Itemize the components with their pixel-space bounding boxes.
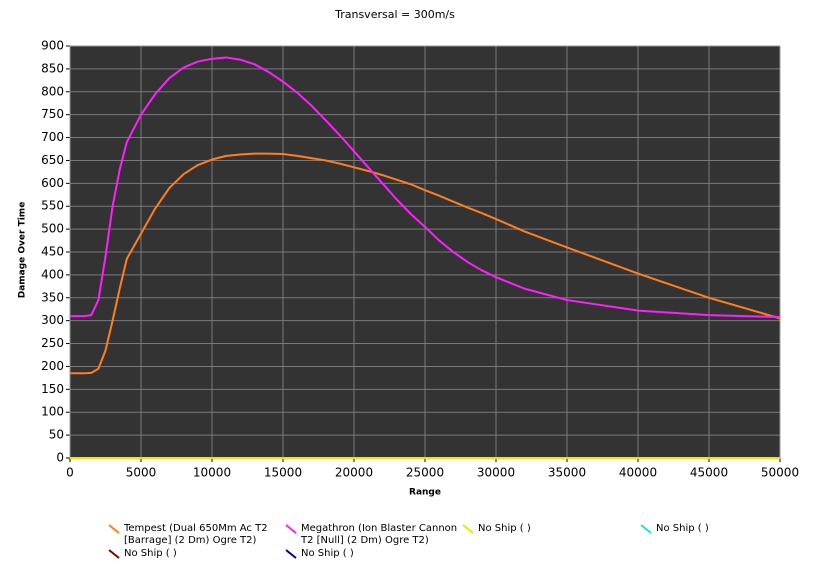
legend-swatch [640,524,652,534]
chart: Transversal = 300m/s Range Damage Over T… [18,8,800,498]
y-tick-label: 900 [41,39,64,53]
legend-icon [285,524,297,534]
series-line [70,56,781,319]
y-tick-label: 450 [41,245,64,259]
y-tick-label: 850 [41,61,64,75]
x-tick-label: 35000 [548,466,586,480]
x-tick-label: 30000 [477,466,515,480]
x-tick-label: 10000 [193,466,231,480]
legend-icon [108,524,120,534]
x-tick-label: 15000 [264,466,302,480]
x-tick-label: 20000 [335,466,373,480]
legend-label: No Ship ( ) [124,548,177,559]
x-tick-label: 25000 [406,466,444,480]
y-tick-label: 600 [41,176,64,190]
x-tick-label: 50000 [761,466,799,480]
legend-label: No Ship ( ) [656,523,709,534]
legend-swatch [108,549,120,559]
y-tick-label: 750 [41,107,64,121]
legend-icon [108,549,120,559]
y-tick-label: 200 [41,359,64,373]
legend-icon [462,524,474,534]
y-tick-label: 50 [49,428,64,442]
legend-item: No Ship ( ) [108,548,294,560]
y-tick-label: 650 [41,153,64,167]
y-tick-label: 550 [41,199,64,213]
y-tick-label: 400 [41,267,64,281]
y-tick-label: 0 [56,451,64,465]
legend-label: No Ship ( ) [478,523,531,534]
legend-label: No Ship ( ) [301,548,354,559]
x-tick-label: 0 [66,466,74,480]
legend-item: No Ship ( ) [285,548,471,560]
y-axis-label: Damage Over Time [18,202,28,299]
y-tick-label: 250 [41,336,64,350]
legend-item: Tempest (Dual 650Mm Ac T2 [Barrage] (2 D… [108,523,294,547]
legend-icon [285,549,297,559]
x-tick-label: 40000 [619,466,657,480]
x-tick-label: 5000 [126,466,157,480]
y-tick-label: 500 [41,222,64,236]
legend-swatch [108,524,120,534]
y-tick-label: 150 [41,382,64,396]
y-tick-label: 700 [41,130,64,144]
y-tick-label: 300 [41,313,64,327]
legend-label: Tempest (Dual 650Mm Ac T2 [Barrage] (2 D… [124,523,268,546]
x-tick-label: 45000 [690,466,728,480]
legend-icon [640,524,652,534]
chart-title: Transversal = 300m/s [334,8,455,21]
legend-item: Megathron (Ion Blaster Cannon T2 [Null] … [285,523,471,547]
y-tick-label: 800 [41,84,64,98]
series-line [70,152,781,375]
legend-swatch [285,549,297,559]
y-tick-label: 100 [41,405,64,419]
legend-swatch [285,524,297,534]
y-tick-label: 350 [41,290,64,304]
legend-item: No Ship ( ) [462,523,648,535]
legend-swatch [462,524,474,534]
legend-item: No Ship ( ) [640,523,817,535]
x-axis-label: Range [409,488,441,498]
legend-label: Megathron (Ion Blaster Cannon T2 [Null] … [301,523,458,546]
